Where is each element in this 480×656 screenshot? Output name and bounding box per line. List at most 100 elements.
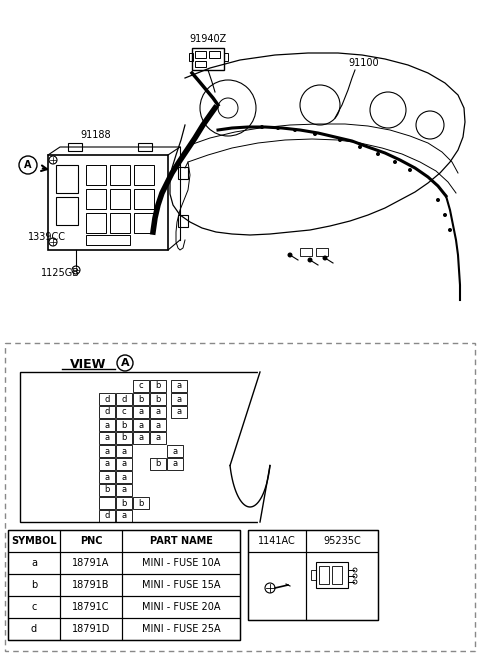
Text: a: a [105,472,109,482]
Bar [133,406,149,418]
Text: a: a [156,420,161,430]
Bar [99,471,115,483]
Text: 95235C: 95235C [323,536,361,546]
Text: a: a [121,485,127,495]
Bar [319,566,329,584]
Bar [56,165,78,193]
Text: MINI - FUSE 20A: MINI - FUSE 20A [142,602,220,612]
Text: b: b [31,580,37,590]
Circle shape [448,228,452,232]
Text: d: d [121,394,127,403]
Bar [116,393,132,405]
Text: a: a [156,407,161,417]
Text: b: b [156,459,161,468]
Bar [116,432,132,444]
Bar [56,197,78,225]
Bar [99,419,115,431]
Circle shape [358,145,362,149]
Bar [99,406,115,418]
Circle shape [408,168,412,172]
Bar [178,215,188,227]
Text: a: a [31,558,37,568]
Bar [86,189,106,209]
Circle shape [443,213,447,217]
Bar [8,618,60,640]
Bar [171,406,187,418]
Circle shape [260,125,264,129]
Bar [209,51,220,58]
Circle shape [338,138,342,142]
Text: PNC: PNC [80,536,102,546]
Bar [116,484,132,496]
Bar [150,406,166,418]
Text: a: a [177,394,181,403]
Bar [150,419,166,431]
Bar [122,552,240,574]
Text: 18791D: 18791D [72,624,110,634]
Bar [138,143,152,151]
Bar [195,51,206,58]
Bar [248,530,378,620]
Bar [99,510,115,522]
Text: 91940Z: 91940Z [190,34,227,44]
Bar [192,48,224,70]
Text: A: A [24,160,32,170]
Bar [311,570,316,580]
Text: b: b [156,382,161,390]
Bar [8,530,240,640]
Bar [122,618,240,640]
Bar [99,458,115,470]
Text: a: a [121,447,127,455]
Bar [195,61,206,67]
Bar [8,552,60,574]
Bar [171,380,187,392]
Circle shape [323,255,327,260]
Bar [68,143,82,151]
Text: a: a [105,434,109,443]
Bar [60,596,122,618]
Text: c: c [122,407,126,417]
Text: b: b [138,394,144,403]
Text: a: a [177,382,181,390]
Bar [110,213,130,233]
Bar [316,562,348,588]
Bar [300,248,312,256]
Text: b: b [121,420,127,430]
Bar [86,235,130,245]
Bar [99,445,115,457]
Text: 18791C: 18791C [72,602,110,612]
Bar [150,393,166,405]
Bar [122,530,240,552]
Text: 1141AC: 1141AC [258,536,296,546]
Bar [8,596,60,618]
Text: 18791B: 18791B [72,580,110,590]
Circle shape [313,132,317,136]
Text: b: b [138,499,144,508]
Bar [110,189,130,209]
Bar [116,458,132,470]
Bar [99,393,115,405]
Text: a: a [121,512,127,520]
Bar [150,380,166,392]
Bar [224,53,228,61]
Text: a: a [105,447,109,455]
Text: SYMBOL: SYMBOL [11,536,57,546]
Text: a: a [177,407,181,417]
Text: 91188: 91188 [80,130,110,140]
Bar [99,497,115,509]
Circle shape [293,128,297,132]
Bar [116,497,132,509]
Text: b: b [104,485,110,495]
Bar [116,419,132,431]
Bar [316,248,328,256]
Circle shape [376,152,380,156]
Bar [116,445,132,457]
Bar [116,471,132,483]
Bar [86,165,106,185]
Bar [133,419,149,431]
Bar [110,165,130,185]
Bar [134,165,154,185]
Text: a: a [121,472,127,482]
Bar [167,445,183,457]
Bar [122,596,240,618]
